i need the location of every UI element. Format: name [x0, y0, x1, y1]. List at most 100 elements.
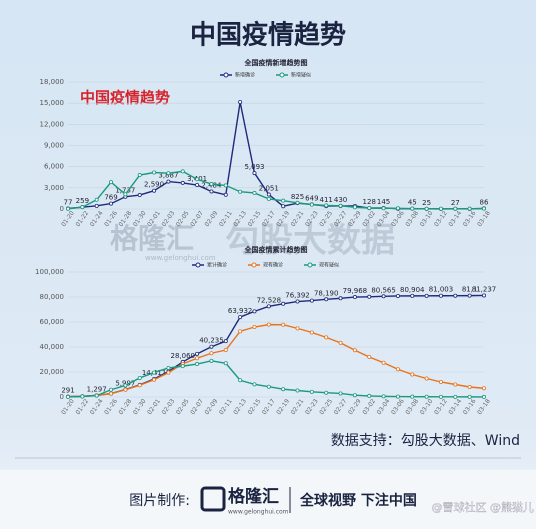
legend-label: 累计确诊 — [207, 262, 227, 269]
y-tick-label: 40,000 — [40, 343, 65, 351]
data-label: 25 — [422, 199, 431, 207]
y-tick-label: 15,000 — [40, 99, 65, 107]
legend-label: 现有疑似 — [319, 262, 339, 269]
watermark-brand: 格隆汇 — [110, 222, 194, 255]
data-point — [424, 293, 429, 298]
data-label: 2,051 — [259, 185, 279, 193]
data-point — [453, 206, 458, 211]
y-tick-label: 80,000 — [40, 293, 65, 301]
data-point — [281, 301, 286, 306]
data-label: 291 — [61, 387, 74, 395]
data-point — [238, 100, 243, 105]
data-label: 769 — [104, 194, 117, 202]
data-label: 79,968 — [343, 287, 368, 295]
data-point — [410, 394, 415, 399]
data-point — [152, 170, 157, 175]
data-point — [453, 382, 458, 387]
data-point — [94, 393, 99, 398]
data-point — [252, 309, 257, 314]
data-point — [481, 293, 486, 298]
data-point — [266, 384, 271, 389]
data-point — [66, 394, 71, 399]
slogan: 全球视野 下注中国 — [299, 492, 417, 509]
data-point — [367, 393, 372, 398]
data-point — [352, 295, 357, 300]
watermark-partner: 勾股大数据 — [225, 221, 395, 261]
y-tick-label: 12,000 — [40, 120, 65, 128]
data-point — [137, 383, 142, 388]
data-point — [137, 193, 142, 198]
data-label: 72,528 — [257, 296, 282, 304]
annotation: 中国疫情趋势 — [80, 89, 170, 107]
legend-label: 新增确诊 — [235, 72, 255, 79]
data-label: 411 — [320, 196, 333, 204]
data-point — [109, 391, 114, 396]
data-point — [166, 179, 171, 184]
data-point — [481, 394, 486, 399]
data-label: 28,060 — [171, 352, 196, 360]
data-point — [195, 183, 200, 188]
legend-marker — [223, 72, 229, 78]
legend-marker — [307, 262, 313, 268]
logo-icon — [200, 486, 226, 512]
data-point — [424, 394, 429, 399]
series-line — [67, 170, 485, 210]
data-point — [395, 367, 400, 372]
data-point — [467, 384, 472, 389]
data-point — [424, 376, 429, 381]
footer-brand: 格隆汇 — [228, 486, 279, 507]
data-point — [324, 335, 329, 340]
data-point — [467, 206, 472, 211]
data-point — [410, 293, 415, 298]
data-point — [467, 293, 472, 298]
data-point — [295, 326, 300, 331]
data-point — [266, 196, 271, 201]
data-point — [66, 206, 71, 211]
data-label: 259 — [76, 197, 89, 205]
data-point — [281, 387, 286, 392]
data-point — [453, 293, 458, 298]
footer-band — [0, 470, 536, 529]
data-point — [295, 200, 300, 205]
data-point — [94, 203, 99, 208]
data-point — [324, 390, 329, 395]
data-point — [180, 364, 185, 369]
made-by: 图片制作: — [129, 493, 190, 509]
data-label: 77 — [64, 198, 73, 206]
data-point — [438, 394, 443, 399]
data-point — [295, 299, 300, 304]
data-label: 2,590 — [144, 181, 164, 189]
data-point — [195, 177, 200, 182]
data-point — [381, 206, 386, 211]
data-label: 81,003 — [429, 286, 454, 294]
y-tick-label: 0 — [60, 393, 64, 401]
series-line — [67, 323, 485, 398]
data-point — [338, 340, 343, 345]
data-point — [195, 351, 200, 356]
data-point — [223, 339, 228, 344]
data-label: 45 — [408, 199, 417, 207]
data-point — [324, 203, 329, 208]
data-point — [166, 370, 171, 375]
data-point — [209, 351, 214, 356]
y-tick-label: 9,000 — [44, 142, 64, 150]
data-label: 86 — [480, 198, 489, 206]
data-point — [266, 304, 271, 309]
page-title: 中国疫情趋势 — [190, 20, 346, 51]
data-point — [166, 171, 171, 176]
data-point — [281, 198, 286, 203]
data-label: 1,297 — [87, 385, 107, 393]
data-point — [309, 298, 314, 303]
data-point — [381, 394, 386, 399]
data-label: 5,093 — [244, 163, 264, 171]
data-point — [438, 379, 443, 384]
data-point — [109, 201, 114, 206]
data-point — [309, 202, 314, 207]
data-point — [223, 192, 228, 197]
credit: @雪球社区 @熊猫儿 — [432, 500, 535, 514]
data-point — [338, 203, 343, 208]
data-point — [309, 330, 314, 335]
data-point — [109, 387, 114, 392]
